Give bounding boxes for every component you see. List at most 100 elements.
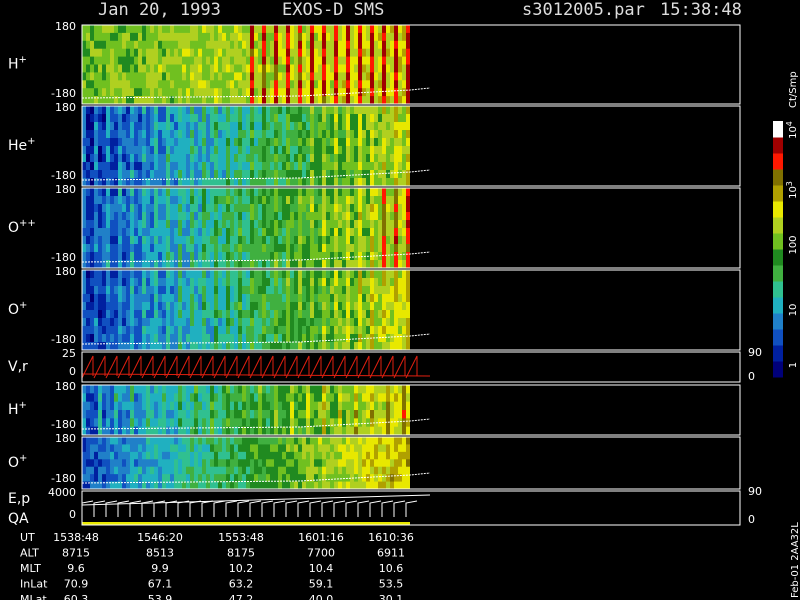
cell [242,244,246,253]
cell [82,342,86,351]
cell [274,334,278,343]
cell [222,444,226,453]
cell [242,40,246,50]
cell [114,310,118,319]
cell [350,459,354,468]
cell [382,48,386,58]
tick-base: 10 [788,126,799,139]
cell [322,437,326,445]
cell [366,212,370,221]
cell [138,474,142,483]
cell [310,286,314,295]
cell [362,451,366,460]
cell [82,318,86,327]
cell [82,278,86,287]
cell [298,401,302,411]
cell [266,48,270,58]
label-sup: + [19,400,27,411]
cell [126,40,130,50]
cell [342,278,346,287]
cell [258,444,262,453]
cell [326,228,330,237]
cell [390,410,394,419]
cell [206,25,210,34]
cell [114,122,118,131]
cell [118,106,122,115]
cell [330,162,334,171]
cell [142,96,146,105]
cell [286,326,290,335]
cell [174,196,178,205]
cell [322,204,326,213]
cell [398,426,402,436]
cell [334,196,338,205]
cell [86,106,90,115]
cell [202,310,206,319]
cell [406,401,410,411]
cell [166,138,170,147]
cell [222,294,226,303]
cell [350,393,354,403]
cell [110,178,114,187]
panel-label: H+ [8,400,27,418]
cell [202,96,206,105]
cell [218,385,222,394]
tick-base: 10 [788,186,799,199]
cell [270,88,274,97]
cell [174,278,178,287]
cell [402,154,406,163]
cell [150,401,154,411]
cell [290,138,294,147]
cell [182,310,186,319]
cell [330,286,334,295]
cell [310,326,314,335]
panel-frame [81,490,741,526]
cell [94,310,98,319]
cell [226,88,230,97]
cell [306,326,310,335]
cell [178,114,182,123]
cell [314,401,318,411]
cell [386,302,390,311]
cell [374,278,378,287]
cell [290,204,294,213]
cell [342,342,346,351]
cell [190,196,194,205]
cell [314,334,318,343]
cell [122,466,126,475]
colorbar-cell [773,137,783,154]
cell [150,437,154,445]
cell [90,154,94,163]
cell [278,410,282,419]
cell [278,106,282,115]
cell [146,178,150,187]
cell [82,481,86,490]
cell [238,170,242,179]
cell [274,393,278,403]
cell [254,302,258,311]
cell [110,252,114,261]
cell [134,106,138,115]
cell [178,401,182,411]
cell [130,154,134,163]
cell [334,122,338,131]
tick-label: 180 [55,183,76,196]
cell [198,228,202,237]
cell [210,196,214,205]
cell [330,481,334,490]
cell [182,459,186,468]
cell [382,162,386,171]
cell [118,114,122,123]
cell [98,64,102,73]
cell [278,64,282,73]
cell [214,294,218,303]
cell [314,96,318,105]
cell [374,122,378,131]
cell [142,286,146,295]
cell [342,481,346,490]
cell [270,310,274,319]
cell [98,25,102,34]
cell [306,418,310,428]
cell [226,80,230,89]
cell [358,80,362,89]
